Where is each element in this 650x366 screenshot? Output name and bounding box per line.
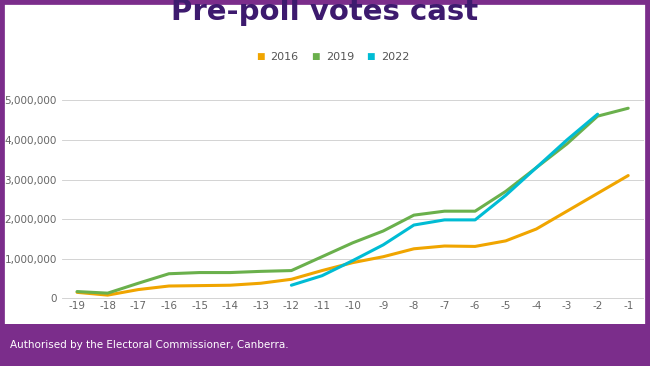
Text: Pre-poll votes cast: Pre-poll votes cast [172, 0, 478, 26]
Text: Authorised by the Electoral Commissioner, Canberra.: Authorised by the Electoral Commissioner… [10, 340, 289, 350]
Text: 2016: 2016 [270, 52, 298, 62]
Text: 2022: 2022 [381, 52, 410, 62]
Text: ■: ■ [255, 52, 265, 61]
Text: 2019: 2019 [326, 52, 354, 62]
Text: ■: ■ [311, 52, 320, 61]
Text: ■: ■ [366, 52, 375, 61]
